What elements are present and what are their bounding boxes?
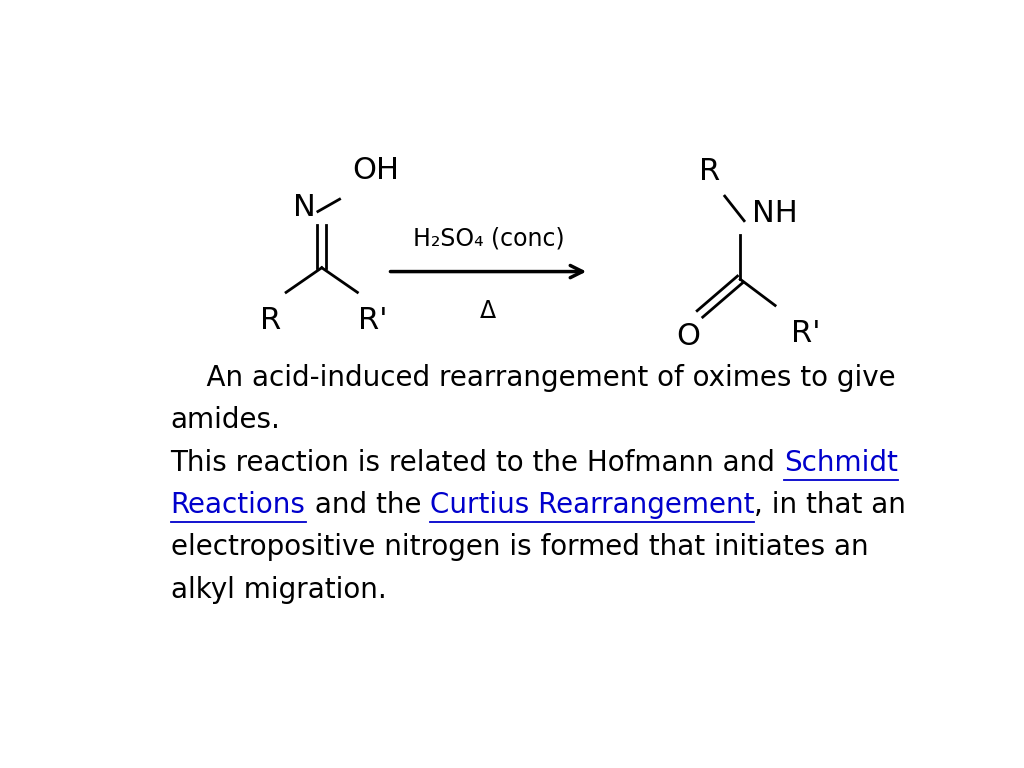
Text: OH: OH [352, 157, 399, 185]
Text: and the: and the [305, 491, 430, 519]
Text: , in that an: , in that an [755, 491, 906, 519]
Text: Curtius Rearrangement: Curtius Rearrangement [430, 491, 755, 519]
Text: electropositive nitrogen is formed that initiates an: electropositive nitrogen is formed that … [171, 533, 868, 561]
Text: This reaction is related to the Hofmann and: This reaction is related to the Hofmann … [171, 449, 784, 477]
Text: N: N [293, 193, 316, 221]
Text: NH: NH [752, 200, 798, 228]
Text: O: O [676, 322, 700, 351]
Text: R: R [260, 306, 282, 335]
Text: Schmidt: Schmidt [784, 449, 898, 477]
Text: R': R' [358, 306, 388, 335]
Text: Δ: Δ [480, 299, 497, 323]
Text: An acid-induced rearrangement of oximes to give: An acid-induced rearrangement of oximes … [171, 364, 895, 392]
Text: amides.: amides. [171, 406, 281, 435]
Text: alkyl migration.: alkyl migration. [171, 576, 386, 604]
Text: R': R' [791, 319, 820, 349]
Text: R: R [698, 157, 720, 186]
Text: H₂SO₄ (conc): H₂SO₄ (conc) [413, 226, 564, 250]
Text: Reactions: Reactions [171, 491, 305, 519]
